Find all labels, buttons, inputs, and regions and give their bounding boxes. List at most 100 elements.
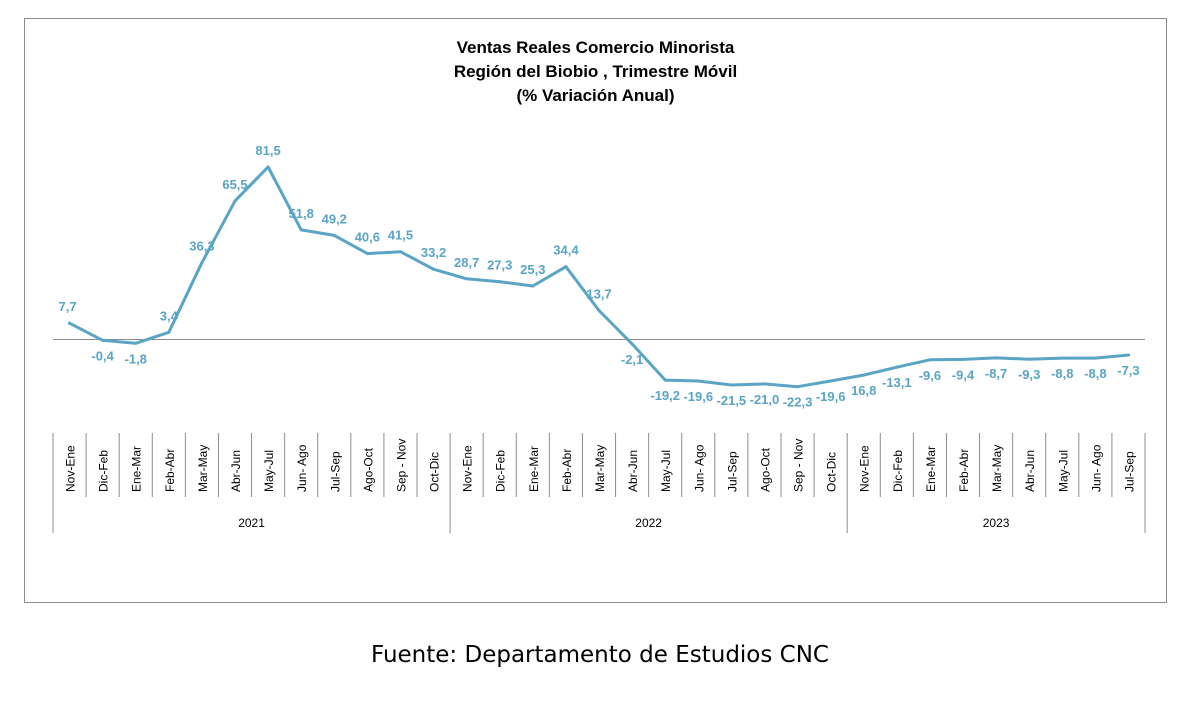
chart-title-line-1: Ventas Reales Comercio Minorista xyxy=(456,38,735,57)
data-label: -1,8 xyxy=(125,351,147,366)
data-label: -19,6 xyxy=(816,389,846,404)
data-label: 81,5 xyxy=(255,143,280,158)
data-point xyxy=(465,277,469,281)
data-label: 33,2 xyxy=(421,245,446,260)
data-point xyxy=(398,250,402,254)
x-tick-label: Jun- Ago xyxy=(295,444,309,492)
data-label: 65,5 xyxy=(222,177,247,192)
data-point xyxy=(299,228,303,232)
x-tick-label: Feb-Abr xyxy=(957,449,971,492)
x-tick-label: Ene-Mar xyxy=(527,446,541,492)
x-tick-label: Jun- Ago xyxy=(1089,444,1103,492)
data-label: -2,1 xyxy=(621,352,643,367)
chart-title-line-2: Región del Biobio , Trimestre Móvil xyxy=(453,62,738,81)
data-point xyxy=(134,341,138,345)
data-point xyxy=(432,267,436,271)
data-label: -19,6 xyxy=(683,389,713,404)
source-caption: Fuente: Departamento de Estudios CNC xyxy=(370,642,829,668)
data-label: 41,5 xyxy=(388,228,413,243)
data-point xyxy=(1060,356,1064,360)
x-tick-label: Mar-May xyxy=(593,445,607,492)
x-tick-label: Sep - Nov xyxy=(792,439,806,492)
x-tick-label: Ago-Oct xyxy=(758,447,772,492)
data-point xyxy=(332,233,336,237)
data-point xyxy=(762,382,766,386)
year-label: 2023 xyxy=(983,516,1010,530)
data-label: 51,8 xyxy=(289,206,314,221)
data-label: 7,7 xyxy=(59,299,77,314)
data-point xyxy=(796,385,800,389)
x-tick-label: Feb-Abr xyxy=(163,449,177,492)
data-point xyxy=(564,265,568,269)
data-label: 49,2 xyxy=(322,211,347,226)
data-point xyxy=(696,379,700,383)
data-label: -9,3 xyxy=(1018,367,1040,382)
data-label: -22,3 xyxy=(783,395,813,410)
data-label: 27,3 xyxy=(487,258,512,273)
x-tick-label: Jul-Sep xyxy=(328,451,342,492)
data-label: -8,8 xyxy=(1051,366,1073,381)
x-tick-label: Nov-Ene xyxy=(64,445,78,492)
data-label: 25,3 xyxy=(520,262,545,277)
data-point xyxy=(994,356,998,360)
x-tick-label: Jul-Sep xyxy=(725,451,739,492)
data-point xyxy=(233,199,237,203)
x-tick-label: Ene-Mar xyxy=(924,446,938,492)
data-point xyxy=(729,383,733,387)
x-tick-label: Oct-Dic xyxy=(428,452,442,492)
x-tick-label: Nov-Ene xyxy=(858,445,872,492)
x-tick-label: May-Jul xyxy=(262,450,276,492)
x-tick-label: Abr-Jun xyxy=(626,450,640,492)
series-line xyxy=(68,165,1130,389)
data-label: 34,4 xyxy=(553,243,579,258)
x-tick-label: Abr-Jun xyxy=(1023,450,1037,492)
data-point xyxy=(1093,356,1097,360)
data-label: -0,4 xyxy=(91,348,114,363)
data-point xyxy=(365,252,369,256)
data-point xyxy=(1126,353,1130,357)
data-label: -9,6 xyxy=(919,368,941,383)
data-label: -8,7 xyxy=(985,366,1007,381)
data-label: -13,1 xyxy=(882,375,912,390)
data-point xyxy=(961,357,965,361)
year-label: 2021 xyxy=(238,516,265,530)
chart-frame xyxy=(24,18,1167,603)
data-label: 28,7 xyxy=(454,255,479,270)
x-tick-label: Sep - Nov xyxy=(394,439,408,492)
data-point xyxy=(829,379,833,383)
data-point xyxy=(928,358,932,362)
x-tick-label: May-Jul xyxy=(1056,450,1070,492)
x-tick-label: Jul-Sep xyxy=(1122,451,1136,492)
data-label: 13,7 xyxy=(586,287,611,302)
x-tick-label: Dic-Feb xyxy=(494,450,508,492)
x-tick-label: Ago-Oct xyxy=(361,447,375,492)
data-point xyxy=(498,280,502,284)
data-label: 3,4 xyxy=(160,308,179,323)
x-tick-label: Jun- Ago xyxy=(692,444,706,492)
x-tick-label: Oct-Dic xyxy=(825,452,839,492)
data-label: 36,3 xyxy=(189,239,214,254)
data-point xyxy=(200,261,204,265)
data-point xyxy=(1027,357,1031,361)
data-point xyxy=(862,373,866,377)
data-point xyxy=(663,378,667,382)
x-tick-label: Dic-Feb xyxy=(891,450,905,492)
data-label: -19,2 xyxy=(650,388,680,403)
data-label: -8,8 xyxy=(1084,366,1106,381)
chart-title-line-3: (% Variación Anual) xyxy=(516,86,675,105)
data-point xyxy=(597,309,601,313)
data-label: -21,0 xyxy=(750,392,780,407)
data-point xyxy=(167,330,171,334)
data-point xyxy=(68,321,72,325)
data-point xyxy=(531,284,535,288)
data-label: -21,5 xyxy=(717,393,747,408)
data-label: 40,6 xyxy=(355,230,380,245)
x-tick-label: Mar-May xyxy=(196,445,210,492)
data-label: 16,8 xyxy=(851,383,876,398)
data-point xyxy=(266,165,270,169)
x-tick-label: Mar-May xyxy=(990,445,1004,492)
x-tick-label: Feb-Abr xyxy=(560,449,574,492)
year-label: 2022 xyxy=(635,516,662,530)
data-point xyxy=(895,365,899,369)
